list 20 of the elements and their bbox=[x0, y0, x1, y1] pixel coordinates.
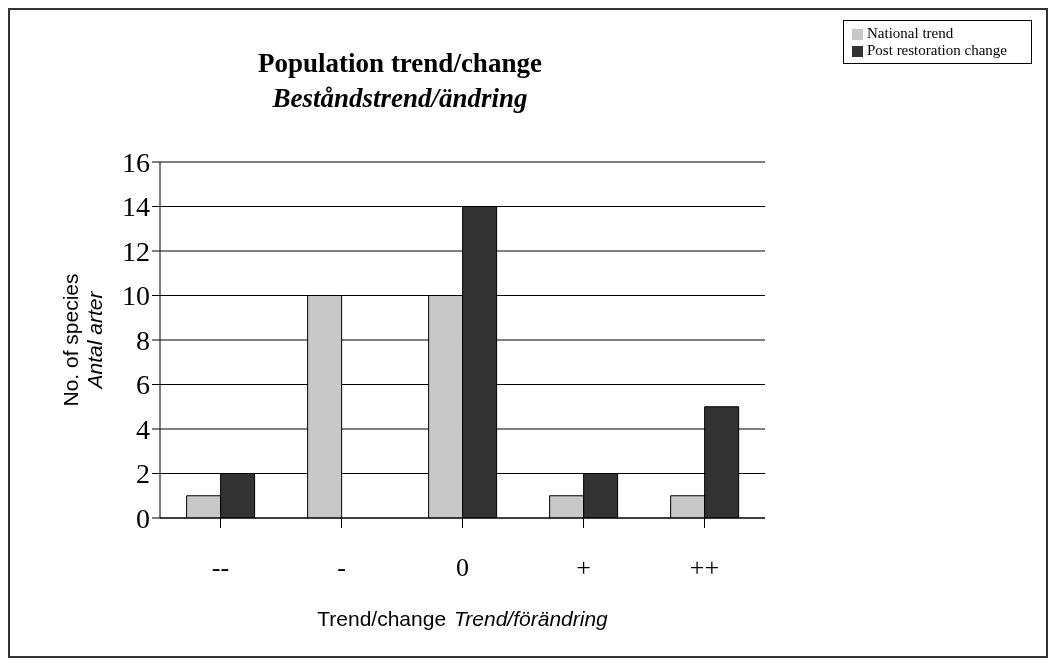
y-tick-label: 2 bbox=[136, 458, 150, 490]
x-axis-title: Trend/change Trend/förändring bbox=[317, 607, 609, 630]
y-tick-label: 8 bbox=[136, 324, 150, 356]
y-tick-label: 6 bbox=[136, 369, 150, 401]
y-tick-label: 16 bbox=[122, 146, 150, 178]
y-tick-label: 12 bbox=[122, 235, 150, 267]
x-tick-label: -- bbox=[211, 553, 230, 583]
x-tick-label: 0 bbox=[456, 553, 470, 583]
x-tick-label: + bbox=[576, 553, 591, 583]
legend-label: Post restoration change bbox=[867, 42, 1007, 58]
y-axis-title: No. of species Antal arter bbox=[59, 273, 106, 407]
legend-label: National trend bbox=[867, 25, 954, 41]
chart-title: Population trend/change bbox=[257, 48, 543, 79]
y-tick-label: 10 bbox=[122, 280, 150, 312]
y-tick-label: 0 bbox=[136, 502, 150, 534]
x-tick-label: - bbox=[337, 553, 346, 583]
y-tick-label: 14 bbox=[122, 191, 150, 223]
chart-subtitle: Beståndstrend/ändring bbox=[271, 83, 529, 114]
x-tick-label: ++ bbox=[689, 553, 720, 583]
y-tick-label: 4 bbox=[136, 413, 150, 445]
